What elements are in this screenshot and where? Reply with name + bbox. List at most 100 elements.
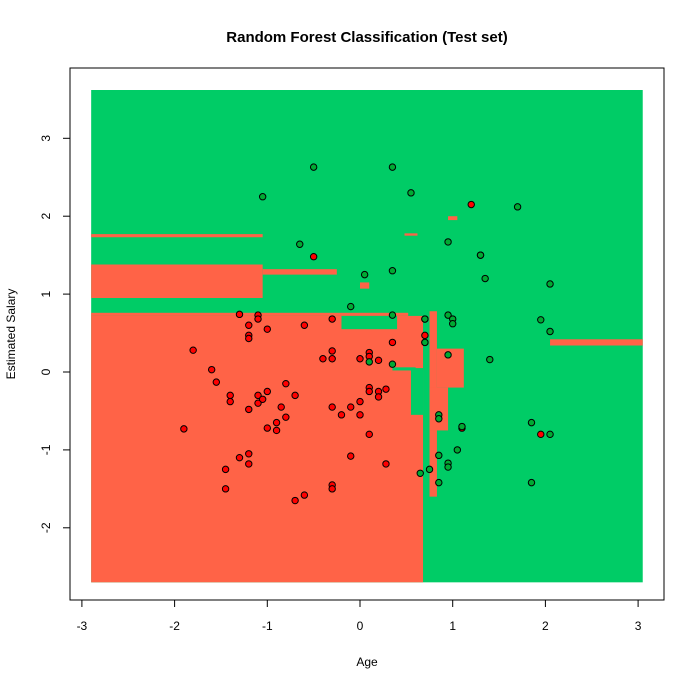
- data-point: [328, 347, 336, 355]
- x-tick-label: -1: [262, 619, 273, 633]
- data-point: [374, 356, 383, 365]
- data-point: [486, 355, 494, 364]
- data-point: [272, 426, 281, 435]
- data-point: [421, 315, 429, 323]
- data-point: [421, 331, 429, 340]
- data-point: [388, 338, 397, 347]
- data-point: [382, 460, 390, 468]
- data-point: [258, 395, 267, 403]
- data-point: [245, 460, 253, 468]
- y-tick-label: 1: [39, 290, 53, 297]
- data-point: [435, 451, 443, 460]
- decision-region-class-0: [91, 264, 263, 298]
- decision-region-layer: [91, 90, 643, 583]
- data-point: [527, 478, 536, 487]
- x-tick-label: 0: [357, 619, 364, 633]
- data-point: [407, 189, 415, 197]
- data-point: [388, 311, 397, 319]
- data-point: [546, 280, 554, 288]
- data-point: [221, 485, 230, 493]
- data-point: [272, 418, 281, 427]
- data-point: [382, 385, 390, 393]
- data-point: [245, 321, 253, 329]
- data-point: [221, 465, 230, 474]
- data-point: [467, 200, 475, 209]
- data-point: [537, 430, 545, 439]
- data-point: [282, 413, 290, 421]
- data-point: [388, 360, 397, 368]
- data-point: [245, 334, 253, 343]
- data-point: [291, 391, 299, 400]
- x-tick-label: -3: [77, 619, 88, 633]
- data-point: [207, 365, 216, 374]
- data-point: [328, 355, 336, 363]
- y-axis: -2 -1 0 1 2 3: [39, 135, 71, 533]
- data-point: [309, 163, 318, 171]
- data-point: [444, 311, 452, 319]
- data-point: [263, 325, 271, 333]
- decision-region-class-1: [392, 367, 416, 371]
- data-point: [235, 453, 244, 462]
- data-point: [226, 391, 234, 400]
- x-tick-label: 2: [542, 619, 549, 633]
- data-point: [296, 240, 304, 248]
- data-point: [365, 430, 373, 439]
- data-point: [291, 496, 299, 505]
- data-point: [356, 355, 364, 363]
- data-point: [546, 327, 554, 336]
- data-point: [444, 463, 452, 471]
- data-point: [235, 310, 244, 319]
- y-tick-label: -1: [39, 444, 53, 455]
- data-points-layer: [180, 163, 554, 505]
- data-point: [277, 403, 285, 411]
- data-point: [546, 430, 554, 439]
- data-point: [328, 315, 336, 323]
- data-point: [365, 358, 373, 366]
- data-point: [254, 391, 262, 400]
- decision-region-class-0: [360, 282, 370, 289]
- data-point: [388, 163, 397, 171]
- data-point: [337, 411, 346, 419]
- decision-region-class-0: [91, 315, 424, 583]
- data-point: [365, 387, 373, 396]
- data-point: [328, 485, 336, 493]
- x-axis: -3 -2 -1 0 1 2 3: [77, 599, 642, 633]
- decision-region-class-1: [341, 315, 398, 330]
- data-point: [347, 302, 355, 311]
- data-point: [435, 415, 443, 423]
- data-point: [347, 452, 355, 460]
- data-point: [356, 397, 364, 406]
- data-point: [513, 203, 522, 211]
- data-point: [421, 338, 429, 347]
- data-point: [388, 267, 397, 275]
- x-axis-label: Age: [356, 655, 378, 669]
- data-point: [263, 387, 271, 396]
- decision-region-class-0: [91, 234, 263, 238]
- data-point: [347, 403, 355, 411]
- y-tick-label: 0: [39, 368, 53, 375]
- data-point: [356, 411, 364, 419]
- data-point: [254, 315, 262, 323]
- data-point: [258, 193, 267, 201]
- data-point: [481, 274, 489, 283]
- data-point: [476, 251, 485, 259]
- y-tick-label: -2: [39, 522, 53, 533]
- data-point: [180, 425, 188, 433]
- data-point: [245, 450, 253, 458]
- decision-region-class-0: [448, 216, 458, 221]
- data-point: [189, 346, 197, 354]
- data-point: [254, 399, 262, 407]
- decision-region-class-0: [91, 312, 409, 316]
- decision-region-class-0: [429, 387, 449, 431]
- decision-region-class-1: [410, 368, 424, 415]
- data-point: [537, 316, 545, 324]
- data-point: [282, 379, 290, 388]
- data-point: [435, 478, 443, 487]
- x-tick-label: 1: [449, 619, 456, 633]
- data-point: [226, 397, 234, 406]
- data-point: [319, 355, 327, 363]
- data-point: [416, 469, 424, 477]
- data-point: [444, 238, 452, 246]
- data-point: [245, 405, 253, 414]
